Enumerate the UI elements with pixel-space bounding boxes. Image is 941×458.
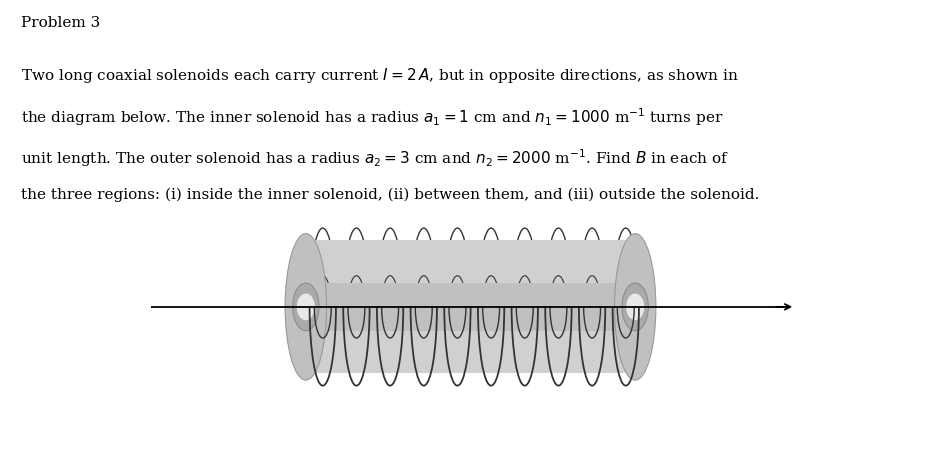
Polygon shape: [306, 283, 635, 331]
Polygon shape: [306, 240, 635, 373]
Ellipse shape: [626, 293, 645, 321]
Ellipse shape: [614, 234, 656, 380]
Text: the diagram below. The inner solenoid has a radius $a_1 = 1$ cm and $n_1 = 1000$: the diagram below. The inner solenoid ha…: [21, 107, 724, 128]
Text: Problem 3: Problem 3: [21, 16, 100, 30]
Ellipse shape: [622, 283, 648, 331]
Text: Two long coaxial solenoids each carry current $I = 2\,A$, but in opposite direct: Two long coaxial solenoids each carry cu…: [21, 66, 739, 85]
Ellipse shape: [285, 234, 327, 380]
Ellipse shape: [293, 283, 319, 331]
Text: unit length. The outer solenoid has a radius $a_2 = 3$ cm and $n_2 = 2000$ m$^{-: unit length. The outer solenoid has a ra…: [21, 147, 728, 169]
Text: the three regions: (i) inside the inner solenoid, (ii) between them, and (iii) o: the three regions: (i) inside the inner …: [21, 187, 759, 202]
Ellipse shape: [296, 293, 315, 321]
